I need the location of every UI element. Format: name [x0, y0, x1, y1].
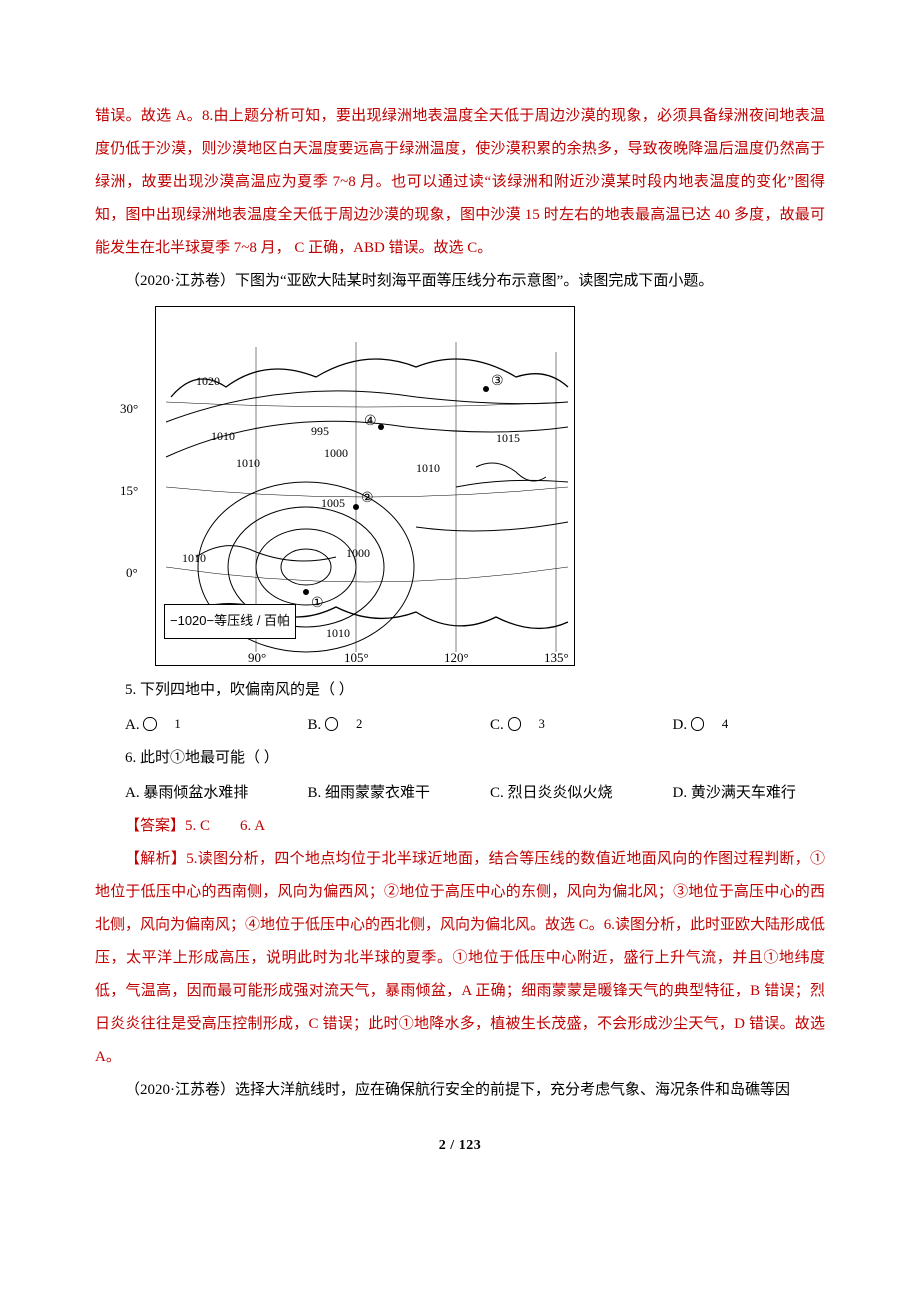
q5-opt-c: C. 3 [460, 709, 643, 742]
section2-source: （2020·江苏卷） [125, 273, 235, 289]
iso-val-1005: 1005 [321, 496, 345, 510]
q6-options: A. 暴雨倾盆水难排 B. 细雨蒙蒙衣难干 C. 烈日炎炎似火烧 D. 黄沙满天… [95, 777, 825, 810]
lat-label-15: 15° [120, 477, 138, 506]
section2-intro: （2020·江苏卷）下图为“亚欧大陆某时刻海平面等压线分布示意图”。读图完成下面… [95, 265, 825, 298]
isobar-e1 [456, 480, 568, 487]
iso-val-1010e: 1010 [326, 626, 350, 640]
section3-intro-text: 选择大洋航线时，应在确保航行安全的前提下，充分考虑气象、海况条件和岛礁等因 [235, 1082, 790, 1098]
coastline-3 [196, 546, 336, 561]
lon-label-135: 135° [544, 650, 569, 665]
explain-text: 5.读图分析，四个地点均位于北半球近地面，结合等压线的数值近地面风向的作图过程判… [95, 851, 825, 1065]
lon-label-90: 90° [248, 650, 266, 665]
lat-0 [166, 567, 568, 582]
section3-intro: （2020·江苏卷）选择大洋航线时，应在确保航行安全的前提下，充分考虑气象、海况… [95, 1074, 825, 1107]
point-1-label: ① [311, 596, 324, 611]
point-2-dot [353, 504, 359, 510]
coastline-1 [171, 359, 568, 397]
section1-explanation-cont: 错误。故选 A。8.由上题分析可知，要出现绿洲地表温度全天低于周边沙漠的现象，必… [95, 100, 825, 265]
section2-answer: 【答案】5. C 6. A [95, 810, 825, 843]
q5-options: A. 1 B. 2 C. 3 D. 4 [95, 709, 825, 742]
answer-text: 5. C 6. A [185, 818, 265, 834]
coastline-4 [476, 463, 546, 481]
q5-stem: 5. 下列四地中，吹偏南风的是（ ） [95, 674, 825, 707]
page-total: 123 [459, 1138, 482, 1153]
q6-opt-a: A. 暴雨倾盆水难排 [95, 777, 278, 810]
page-sep: / [446, 1138, 458, 1153]
lon-label-120: 120° [444, 650, 469, 665]
lat-30 [166, 402, 568, 407]
iso-val-1015: 1015 [496, 431, 520, 445]
q5-opt-a: A. 1 [95, 709, 278, 742]
point-4-dot [378, 424, 384, 430]
iso-val-1010a: 1010 [211, 429, 235, 443]
lon-label-105: 105° [344, 650, 369, 665]
iso-val-1020: 1020 [196, 374, 220, 388]
q6-opt-b: B. 细雨蒙蒙衣难干 [278, 777, 461, 810]
q5-opt-b: B. 2 [278, 709, 461, 742]
point-2-label: ② [361, 491, 374, 506]
iso-val-1000b: 1000 [346, 546, 370, 560]
point-3-dot [483, 386, 489, 392]
q5-opt-d: D. 4 [643, 709, 826, 742]
lat-label-0: 0° [126, 559, 138, 588]
point-1-dot [303, 589, 309, 595]
explain-label: 【解析】 [125, 851, 186, 867]
section3-source: （2020·江苏卷） [125, 1082, 235, 1098]
iso-val-1010d: 1010 [182, 551, 206, 565]
section2-explanation: 【解析】5.读图分析，四个地点均位于北半球近地面，结合等压线的数值近地面风向的作… [95, 843, 825, 1074]
iso-val-1000a: 1000 [324, 446, 348, 460]
map-legend: −1020−等压线 / 百帕 [164, 604, 296, 639]
iso-val-1010c: 1010 [416, 461, 440, 475]
q6-opt-d: D. 黄沙满天车难行 [643, 777, 826, 810]
iso-val-1010b: 1010 [236, 456, 260, 470]
page-number: 2 / 123 [95, 1131, 825, 1162]
iso-val-995: 995 [311, 424, 329, 438]
q6-opt-c: C. 烈日炎炎似火烧 [460, 777, 643, 810]
isobar-map-figure: 1020 1010 1010 995 1000 1005 1000 1015 1… [155, 306, 575, 666]
answer-label: 【答案】 [125, 818, 185, 834]
section2-intro-text: 下图为“亚欧大陆某时刻海平面等压线分布示意图”。读图完成下面小题。 [235, 273, 713, 289]
lat-label-30: 30° [120, 395, 138, 424]
point-4-label: ④ [364, 414, 377, 429]
q6-stem: 6. 此时①地最可能（ ） [95, 742, 825, 775]
isobar-e2 [416, 522, 568, 531]
point-3-label: ③ [491, 374, 504, 389]
